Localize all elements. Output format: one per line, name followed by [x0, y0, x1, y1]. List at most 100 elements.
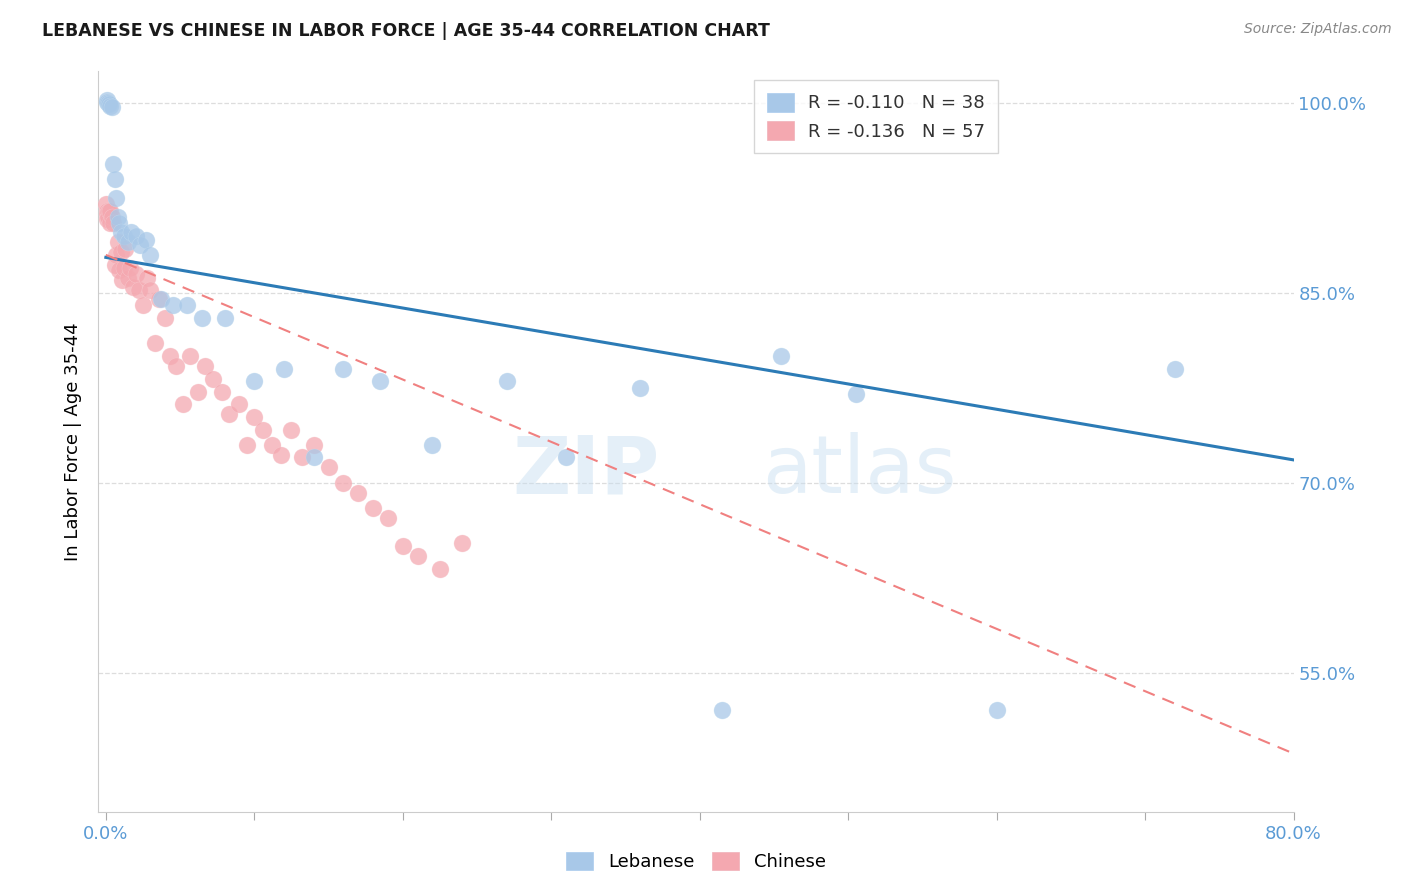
Point — [96, 95, 118, 109]
Text: ZIP: ZIP — [513, 432, 661, 510]
Point — [1164, 361, 1187, 376]
Point — [422, 438, 444, 452]
Point — [98, 216, 121, 230]
Point — [128, 283, 150, 297]
Point — [159, 349, 181, 363]
Point — [120, 225, 142, 239]
Point — [194, 359, 217, 374]
Point — [114, 242, 136, 256]
Point — [118, 260, 141, 275]
Point — [98, 98, 121, 112]
Point — [96, 212, 118, 227]
Point — [391, 539, 413, 553]
Point — [104, 172, 127, 186]
Point — [555, 450, 578, 465]
Point — [628, 381, 651, 395]
Point — [101, 210, 124, 224]
Point — [218, 407, 240, 421]
Point — [96, 197, 118, 211]
Point — [124, 228, 146, 243]
Point — [347, 485, 370, 500]
Point — [172, 397, 194, 411]
Point — [370, 375, 392, 389]
Point — [273, 361, 295, 376]
Point — [429, 562, 451, 576]
Point — [124, 267, 146, 281]
Point — [710, 703, 733, 717]
Y-axis label: In Labor Force | Age 35-44: In Labor Force | Age 35-44 — [63, 322, 82, 561]
Point — [236, 438, 259, 452]
Point — [112, 228, 135, 243]
Point — [191, 311, 214, 326]
Point — [98, 203, 121, 218]
Point — [187, 384, 209, 399]
Point — [986, 703, 1008, 717]
Point — [270, 448, 292, 462]
Point — [143, 336, 166, 351]
Point — [495, 375, 517, 389]
Text: Source: ZipAtlas.com: Source: ZipAtlas.com — [1244, 22, 1392, 37]
Text: atlas: atlas — [762, 432, 956, 510]
Point — [96, 203, 118, 218]
Point — [361, 500, 384, 515]
Point — [302, 450, 325, 465]
Point — [110, 245, 132, 260]
Point — [121, 279, 143, 293]
Point — [406, 549, 429, 563]
Point — [129, 237, 152, 252]
Point — [117, 270, 139, 285]
Point — [135, 233, 157, 247]
Point — [105, 191, 128, 205]
Point — [228, 397, 250, 411]
Point — [845, 387, 868, 401]
Point — [214, 311, 236, 326]
Point — [136, 270, 159, 285]
Point — [165, 359, 187, 374]
Point — [97, 97, 120, 112]
Point — [451, 536, 474, 550]
Text: LEBANESE VS CHINESE IN LABOR FORCE | AGE 35-44 CORRELATION CHART: LEBANESE VS CHINESE IN LABOR FORCE | AGE… — [42, 22, 770, 40]
Point — [117, 235, 139, 250]
Point — [770, 349, 793, 363]
Point — [332, 475, 354, 490]
Point — [105, 248, 128, 262]
Point — [108, 216, 131, 230]
Point — [104, 258, 127, 272]
Point — [139, 248, 162, 262]
Point — [262, 438, 284, 452]
Point — [103, 157, 125, 171]
Point — [252, 423, 274, 437]
Point — [162, 298, 184, 312]
Point — [155, 311, 177, 326]
Point — [96, 94, 118, 108]
Point — [101, 100, 124, 114]
Point — [176, 298, 198, 312]
Legend: R = -0.110   N = 38, R = -0.136   N = 57: R = -0.110 N = 38, R = -0.136 N = 57 — [754, 80, 998, 153]
Point — [243, 375, 266, 389]
Point — [377, 511, 399, 525]
Point — [179, 349, 201, 363]
Point — [132, 298, 155, 312]
Point — [148, 292, 170, 306]
Point — [243, 409, 266, 424]
Legend: Lebanese, Chinese: Lebanese, Chinese — [560, 845, 832, 879]
Point — [201, 372, 224, 386]
Point — [332, 361, 354, 376]
Point — [318, 460, 340, 475]
Point — [97, 204, 120, 219]
Point — [108, 263, 131, 277]
Point — [112, 260, 135, 275]
Point — [107, 210, 129, 224]
Point — [97, 95, 120, 110]
Point — [107, 235, 129, 250]
Point — [96, 207, 118, 221]
Point — [291, 450, 314, 465]
Point — [139, 283, 162, 297]
Point — [110, 225, 132, 239]
Point — [211, 384, 233, 399]
Point — [149, 292, 172, 306]
Point — [302, 438, 325, 452]
Point — [97, 210, 120, 224]
Point — [103, 216, 125, 230]
Point — [111, 273, 134, 287]
